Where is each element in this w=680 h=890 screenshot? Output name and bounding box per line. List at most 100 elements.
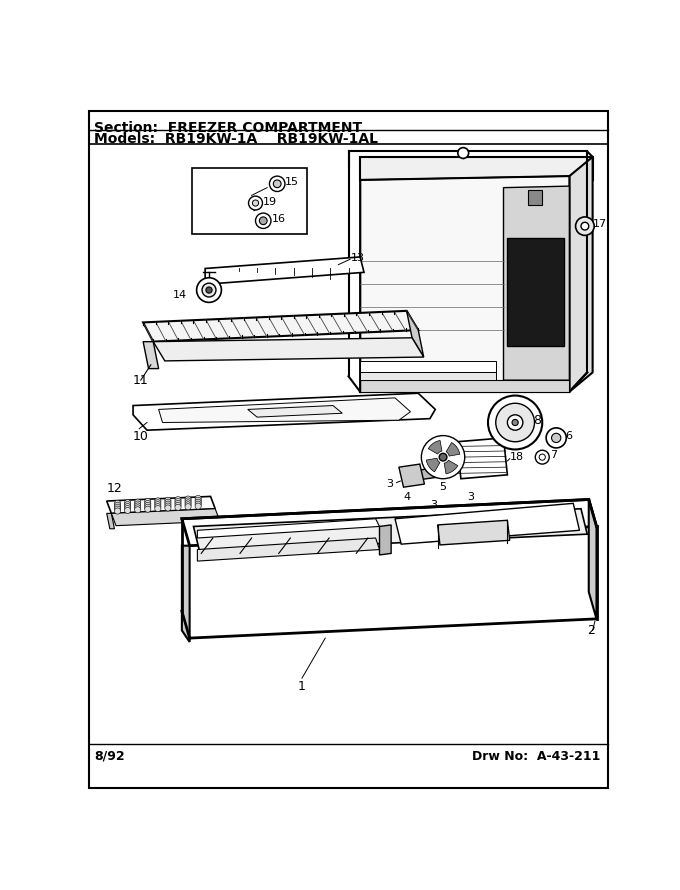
Text: 19: 19 <box>263 197 277 206</box>
Text: 8/92: 8/92 <box>95 749 125 763</box>
Circle shape <box>185 496 191 502</box>
Circle shape <box>135 506 141 513</box>
Polygon shape <box>399 464 424 487</box>
Circle shape <box>114 504 120 510</box>
Circle shape <box>581 222 589 230</box>
Circle shape <box>202 283 216 297</box>
Circle shape <box>539 454 545 460</box>
Circle shape <box>155 499 161 506</box>
Text: 7: 7 <box>550 449 557 460</box>
Circle shape <box>145 500 151 506</box>
Polygon shape <box>426 458 440 472</box>
Polygon shape <box>446 442 460 456</box>
Circle shape <box>145 502 151 508</box>
Polygon shape <box>589 499 596 619</box>
Polygon shape <box>143 311 418 342</box>
Polygon shape <box>194 509 588 552</box>
Circle shape <box>135 501 141 507</box>
Circle shape <box>206 287 212 293</box>
Polygon shape <box>248 406 342 417</box>
Polygon shape <box>457 438 507 479</box>
Circle shape <box>259 217 267 224</box>
Circle shape <box>165 503 171 509</box>
Polygon shape <box>360 372 496 380</box>
Circle shape <box>488 395 542 449</box>
Circle shape <box>114 500 120 506</box>
Circle shape <box>175 505 181 511</box>
Circle shape <box>458 148 469 158</box>
Circle shape <box>256 213 271 229</box>
Circle shape <box>269 176 285 191</box>
Circle shape <box>155 504 161 510</box>
Circle shape <box>197 278 222 303</box>
Circle shape <box>165 499 171 506</box>
Polygon shape <box>182 499 596 546</box>
Text: Drw No:  A-43-211: Drw No: A-43-211 <box>472 749 600 763</box>
Text: Section:  FREEZER COMPARTMENT: Section: FREEZER COMPARTMENT <box>95 121 362 134</box>
Circle shape <box>155 498 161 504</box>
Circle shape <box>185 500 191 506</box>
Text: 3: 3 <box>386 479 394 490</box>
Circle shape <box>551 433 561 442</box>
Polygon shape <box>158 398 411 423</box>
Circle shape <box>512 419 518 425</box>
Text: 15: 15 <box>285 177 299 187</box>
Polygon shape <box>395 504 579 544</box>
Polygon shape <box>407 311 424 357</box>
Circle shape <box>195 499 201 506</box>
Polygon shape <box>205 257 364 284</box>
Polygon shape <box>569 157 593 392</box>
Circle shape <box>114 502 120 508</box>
Circle shape <box>165 498 171 504</box>
Bar <box>528 190 542 206</box>
Text: 11: 11 <box>133 374 149 386</box>
Polygon shape <box>133 393 435 430</box>
Circle shape <box>195 496 201 501</box>
Circle shape <box>165 505 171 511</box>
Circle shape <box>135 499 141 506</box>
Circle shape <box>185 504 191 510</box>
Circle shape <box>135 505 141 511</box>
Circle shape <box>273 180 281 188</box>
Polygon shape <box>360 176 569 392</box>
Text: 3: 3 <box>430 499 437 509</box>
Polygon shape <box>107 514 114 529</box>
Circle shape <box>135 503 141 509</box>
Polygon shape <box>197 519 379 538</box>
Circle shape <box>124 502 131 507</box>
Circle shape <box>185 498 191 504</box>
Polygon shape <box>379 525 391 555</box>
Polygon shape <box>197 538 379 561</box>
Circle shape <box>175 498 181 505</box>
Circle shape <box>496 403 534 441</box>
Circle shape <box>575 217 594 235</box>
Circle shape <box>195 503 201 509</box>
Circle shape <box>155 502 161 508</box>
Polygon shape <box>143 342 158 368</box>
Text: 2: 2 <box>588 624 595 637</box>
Circle shape <box>248 196 262 210</box>
Circle shape <box>124 504 131 510</box>
Circle shape <box>535 450 549 464</box>
Circle shape <box>124 499 131 506</box>
Polygon shape <box>418 467 443 480</box>
Circle shape <box>145 505 151 510</box>
Circle shape <box>175 497 181 503</box>
Circle shape <box>145 506 151 513</box>
Circle shape <box>195 501 201 507</box>
Circle shape <box>439 453 447 461</box>
Circle shape <box>422 435 464 479</box>
Text: 4: 4 <box>403 492 410 502</box>
Text: 12: 12 <box>107 481 122 495</box>
Polygon shape <box>107 497 215 514</box>
Text: Models:  RB19KW-1A    RB19KW-1AL: Models: RB19KW-1A RB19KW-1AL <box>95 133 378 146</box>
Circle shape <box>114 508 120 514</box>
Polygon shape <box>360 380 569 392</box>
Bar <box>192 168 307 234</box>
Circle shape <box>195 498 201 504</box>
Polygon shape <box>153 338 424 361</box>
Circle shape <box>507 415 523 430</box>
Text: 3: 3 <box>467 492 475 502</box>
Text: 17: 17 <box>593 219 607 229</box>
Text: 14: 14 <box>173 290 187 301</box>
